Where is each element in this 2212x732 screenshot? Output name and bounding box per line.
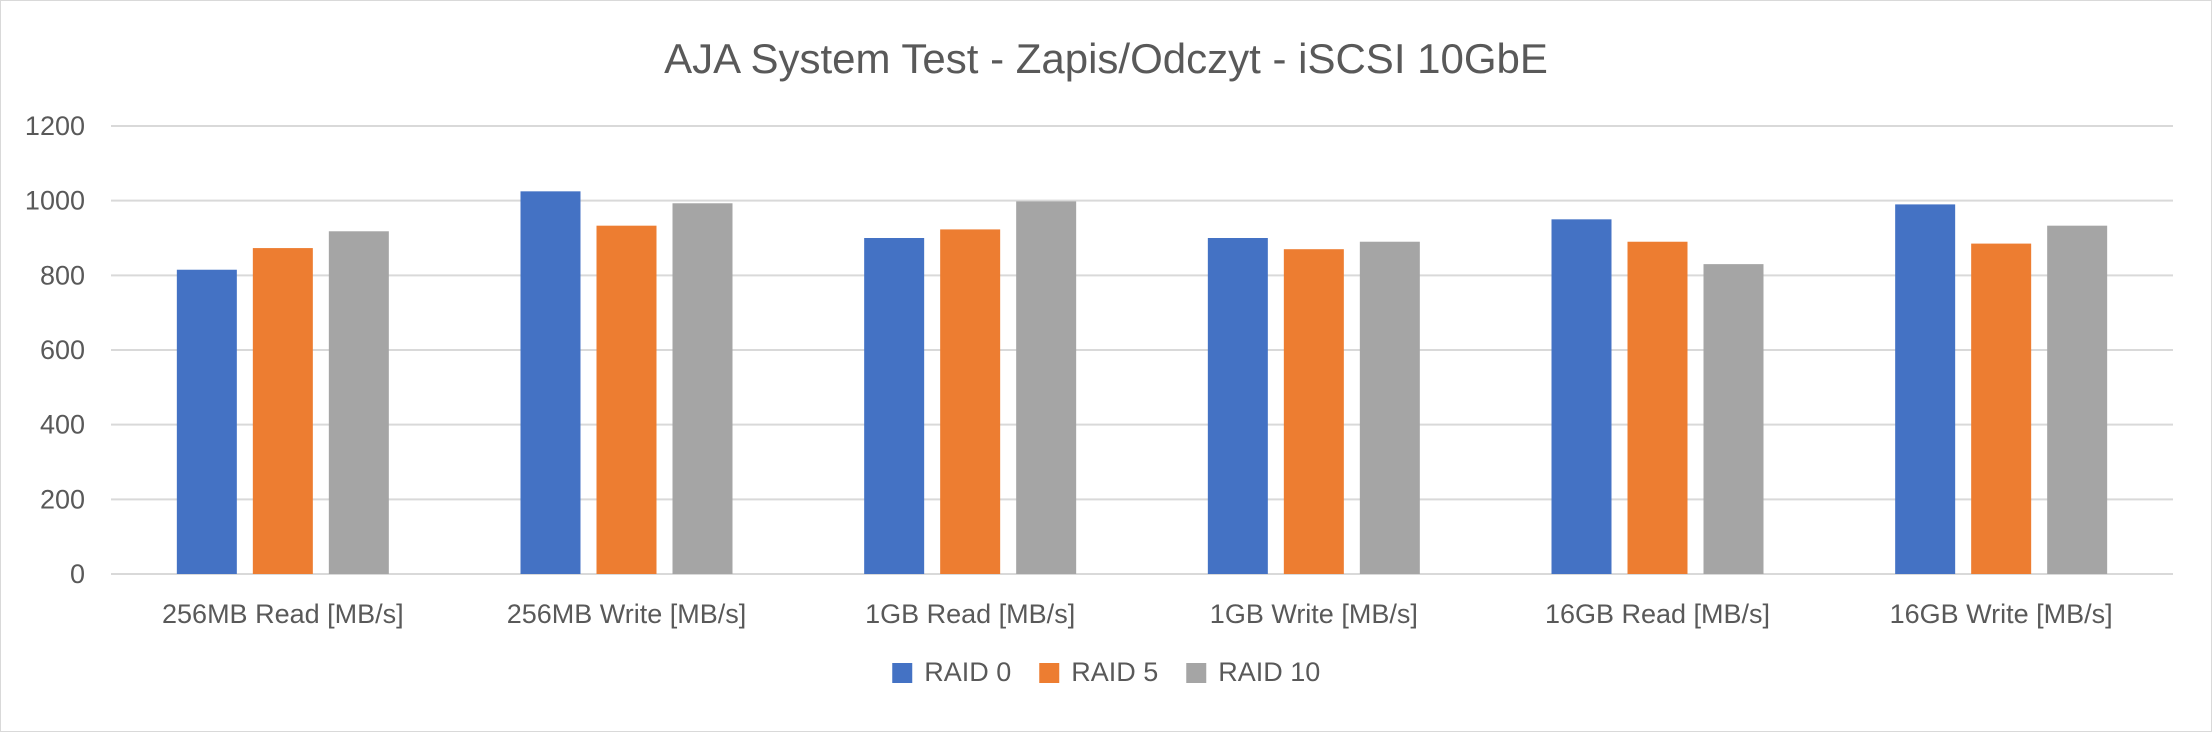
y-tick-label: 400 xyxy=(40,410,85,440)
x-tick-label: 256MB Read [MB/s] xyxy=(162,599,404,629)
bar-raid-10 xyxy=(1703,264,1764,574)
bar-raid-10 xyxy=(328,231,389,574)
bar-raid-10 xyxy=(1359,241,1420,574)
x-tick-label: 1GB Write [MB/s] xyxy=(1210,599,1418,629)
y-axis-tick-labels: 0 200 400 600 800 1000 1200 xyxy=(25,111,85,589)
legend-label: RAID 10 xyxy=(1218,657,1320,687)
legend: RAID 0 RAID 5 RAID 10 xyxy=(892,657,1320,687)
legend-swatch xyxy=(892,663,913,683)
bar-raid-0 xyxy=(864,238,925,574)
chart-title: AJA System Test - Zapis/Odczyt - iSCSI 1… xyxy=(664,35,1548,82)
x-tick-label: 256MB Write [MB/s] xyxy=(507,599,747,629)
x-axis-tick-labels: 256MB Read [MB/s] 256MB Write [MB/s] 1GB R… xyxy=(162,599,2113,629)
gridlines xyxy=(111,125,2173,575)
bar-raid-0 xyxy=(176,269,237,574)
bar-raid-5 xyxy=(1627,241,1688,574)
bar-raid-0 xyxy=(520,191,581,575)
bar-raid-5 xyxy=(940,229,1001,574)
x-tick-label: 1GB Read [MB/s] xyxy=(865,599,1075,629)
y-tick-label: 200 xyxy=(40,484,85,514)
bar-raid-5 xyxy=(1283,249,1344,574)
y-tick-label: 1200 xyxy=(25,111,85,141)
bar-raid-10 xyxy=(1016,201,1077,574)
bar-raid-10 xyxy=(672,203,733,574)
legend-swatch xyxy=(1186,663,1207,683)
y-tick-label: 0 xyxy=(70,559,85,589)
bar-raid-0 xyxy=(1207,238,1268,574)
legend-label: RAID 0 xyxy=(924,657,1011,687)
y-tick-label: 800 xyxy=(40,260,85,290)
bars xyxy=(176,191,2108,575)
y-tick-label: 1000 xyxy=(25,186,85,216)
x-tick-label: 16GB Read [MB/s] xyxy=(1545,599,1770,629)
bar-raid-0 xyxy=(1551,219,1612,575)
legend-swatch xyxy=(1039,663,1060,683)
bar-raid-5 xyxy=(1971,243,2032,574)
y-tick-label: 600 xyxy=(40,335,85,365)
bar-raid-0 xyxy=(1895,204,1956,574)
legend-label: RAID 5 xyxy=(1071,657,1158,687)
bar-raid-10 xyxy=(2047,225,2108,574)
x-tick-label: 16GB Write [MB/s] xyxy=(1890,599,2113,629)
bar-raid-5 xyxy=(596,225,657,574)
bar-raid-5 xyxy=(252,248,313,574)
